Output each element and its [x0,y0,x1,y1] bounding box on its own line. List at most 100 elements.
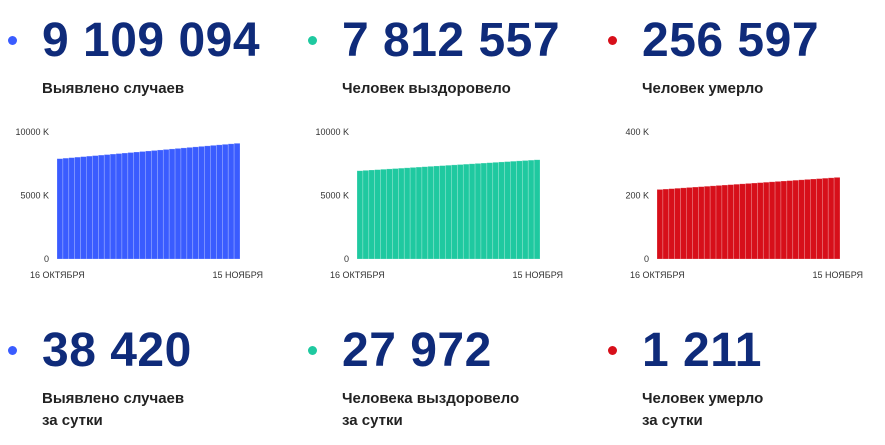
x-start-label: 16 ОКТЯБРЯ [30,270,85,280]
bar [74,156,81,260]
x-end-label: 15 НОЯБРЯ [512,270,563,280]
deaths-dot [608,36,617,45]
bar [492,162,499,260]
y-tick-label: 10000 K [315,127,349,137]
recovered-daily-period: за сутки [342,412,403,429]
bar [709,185,717,260]
bar [174,148,182,260]
bar [827,177,835,260]
bar [821,177,829,260]
bar [145,150,152,260]
deaths-daily-label: Человек умерло [642,390,764,407]
bar [762,181,770,260]
bar [745,183,752,260]
bar [468,163,476,260]
bar [439,165,446,260]
bar [804,179,811,260]
bar [774,181,782,260]
bar [486,162,494,260]
bar [392,168,399,260]
bar [474,163,482,260]
bar [186,147,194,260]
recovered-daily-dot [308,346,317,355]
cases-daily-dot [8,346,17,355]
bar [139,151,146,260]
bar [792,179,799,260]
bar [768,181,776,260]
bar [198,146,205,260]
bar [127,152,135,260]
y-tick-label: 5000 K [320,191,349,201]
cases-total-value: 9 109 094 [42,14,261,67]
bar [109,153,117,260]
bar [356,170,364,260]
bar [86,155,93,260]
cases-total-label: Выявлено случаев [42,80,185,97]
bar [62,157,70,260]
deaths-daily-period: за сутки [642,412,703,429]
chart-recovered-svg: 10000 K 5000 K 0 16 ОКТЯБРЯ 15 НОЯБРЯ [315,127,563,280]
bar [80,156,87,260]
bar [451,164,458,260]
chart-cases: 10000 K 5000 K 0 16 ОКТЯБРЯ 15 НОЯБРЯ [0,122,280,287]
bar [162,149,170,260]
bar [786,180,794,260]
bar [656,189,664,260]
bar [221,144,229,260]
deaths-daily-dot [608,346,617,355]
bar [386,168,393,260]
bar [374,169,381,260]
deaths-total-value: 256 597 [642,14,820,67]
bar [668,188,676,260]
bar [739,183,746,260]
cases-daily-label: Выявлено случаев [42,390,185,407]
bar [757,182,764,260]
y-tick-label: 200 K [625,191,649,201]
x-start-label: 16 ОКТЯБРЯ [630,270,685,280]
bar [115,153,123,260]
y-tick-label: 5000 K [20,191,49,201]
bar [680,187,687,260]
deaths-total-label: Человек умерло [642,80,764,97]
bar [674,187,681,260]
bar [398,167,405,260]
deaths-daily-value: 1 211 [642,324,762,377]
bar [133,151,140,260]
bar [510,160,517,260]
bar [516,160,523,260]
recovered-total-value: 7 812 557 [342,14,561,67]
bar [662,188,670,260]
x-start-label: 16 ОКТЯБРЯ [330,270,385,280]
bar [457,164,464,260]
recovered-dot [308,36,317,45]
bar [698,186,705,260]
bar [692,186,699,260]
chart-deaths-svg: 400 K 200 K 0 16 ОКТЯБРЯ 15 НОЯБРЯ [625,127,863,280]
bar [798,179,805,260]
y-tick-label: 0 [344,254,349,264]
y-tick-label: 400 K [625,127,649,137]
bar [210,145,217,260]
bar [504,161,511,260]
bar [415,166,423,260]
bar [433,165,440,260]
chart-cases-svg: 10000 K 5000 K 0 16 ОКТЯБРЯ 15 НОЯБРЯ [15,127,263,280]
y-tick-label: 10000 K [15,127,49,137]
bar [498,161,505,260]
bar [216,144,223,260]
bar [751,182,758,260]
bar [233,143,241,260]
cases-daily-period: за сутки [42,412,103,429]
bar [157,149,164,260]
bar [462,163,470,260]
bar [521,160,529,260]
bar [98,154,105,260]
bar [409,167,417,260]
x-end-label: 15 НОЯБРЯ [212,270,263,280]
bar [527,159,535,260]
bar [403,167,411,260]
bar [192,146,199,260]
bar [92,155,99,260]
bar [715,185,723,260]
bar [721,184,729,260]
